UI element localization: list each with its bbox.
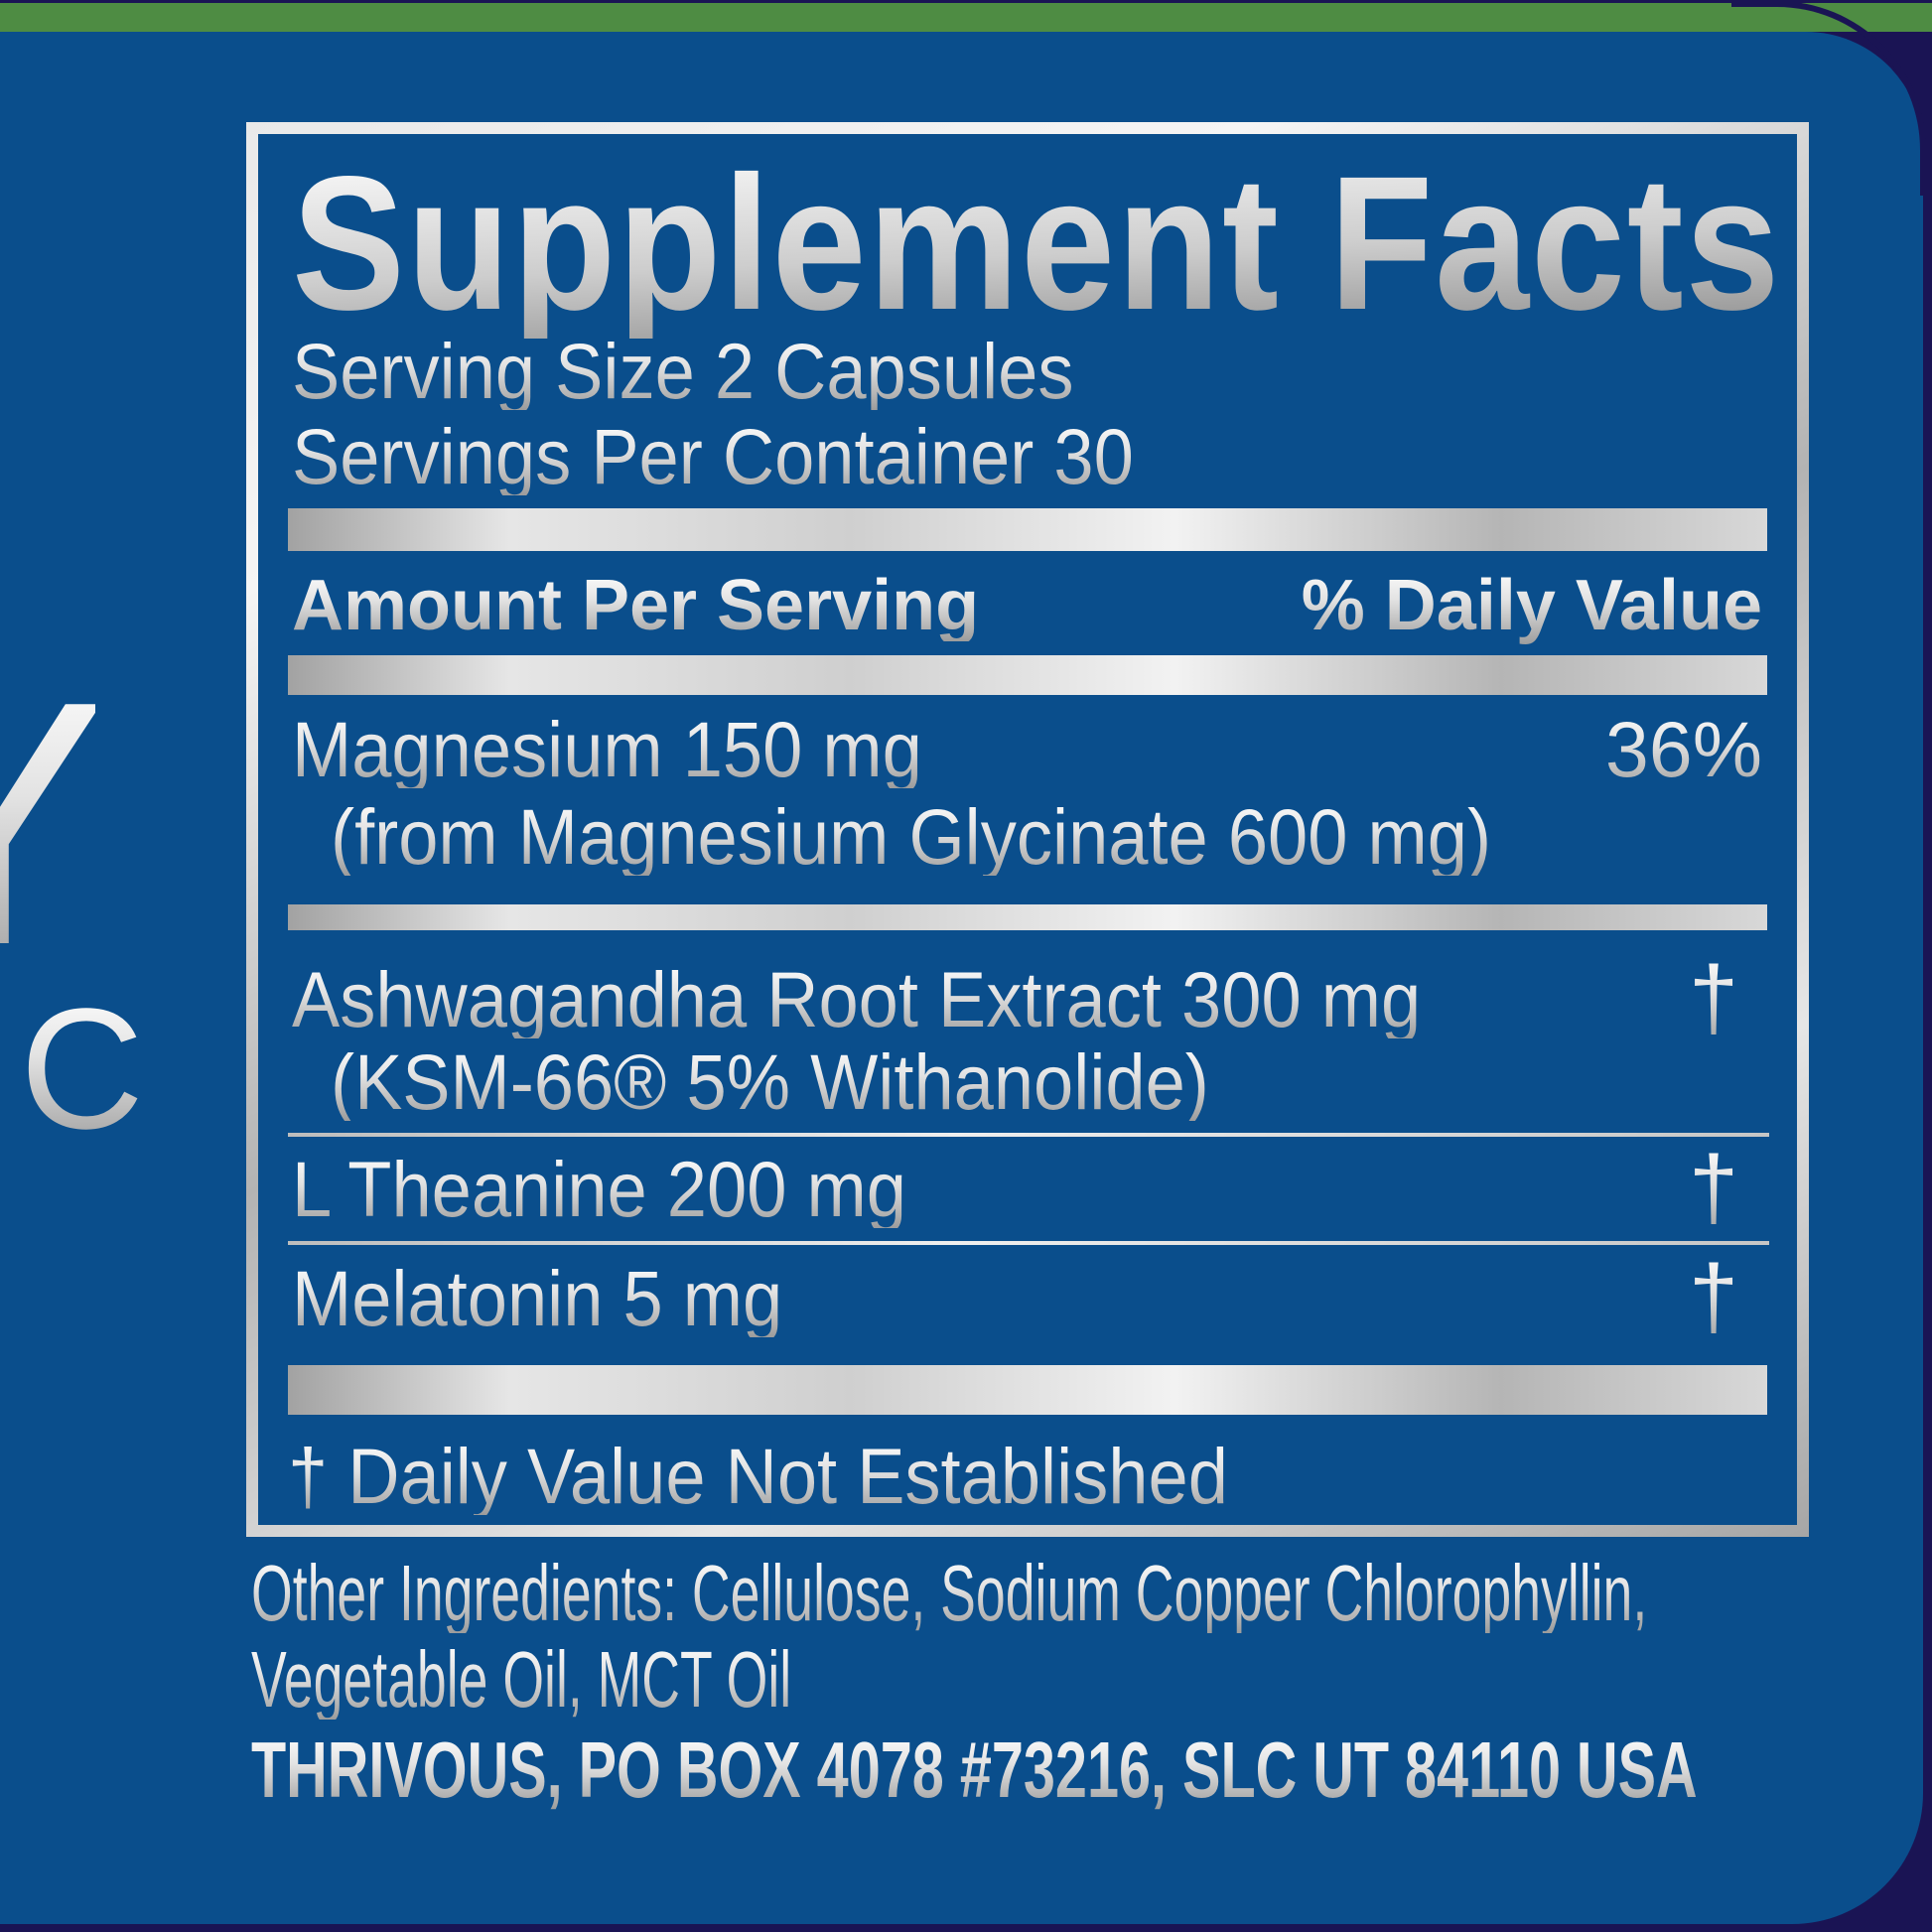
row-theanine-daily-value: † [1688,1139,1739,1238]
row-ashwagandha-daily-value: † [1688,949,1739,1048]
row-melatonin-name: Melatonin 5 mg [292,1254,783,1342]
row-theanine-name: L Theanine 200 mg [292,1145,906,1233]
serving-size-text: Serving Size 2 Capsules [292,327,1074,415]
other-ingredients-line-1: Other Ingredients: Cellulose, Sodium Cop… [251,1549,1648,1637]
supplement-facts-panel [246,122,1809,1537]
divider-bar-thick-bottom [288,1365,1767,1415]
divider-bar-header [288,655,1767,695]
row-magnesium-daily-value: 36% [1604,705,1762,793]
column-header-daily-value-col: % Daily Value [1288,570,1762,641]
fragment-letters-ic: IC [0,983,149,1155]
row-magnesium-dv-col: 36% [1288,710,1762,788]
row-ashwagandha-dv-col: † [1666,954,1761,1043]
column-header-daily-value: % Daily Value [1301,566,1762,645]
divider-bar-thick-top [288,508,1767,551]
divider-rule-2 [288,1241,1769,1245]
divider-rule-1 [288,1133,1769,1137]
top-green-band [0,3,1932,32]
other-ingredients-line-2: Vegetable Oil, MCT Oil [251,1635,792,1724]
row-magnesium-detail: (from Magnesium Glycinate 600 mg) [331,792,1492,881]
left-text-fragment-2: IC [0,983,149,1157]
row-ashwagandha-name: Ashwagandha Root Extract 300 mg [292,955,1422,1043]
row-melatonin-daily-value: † [1688,1248,1739,1347]
divider-bar-mid [288,904,1767,930]
row-ashwagandha-detail: (KSM-66® 5% Withanolide) [331,1037,1209,1126]
fragment-letter-y: Y [0,650,95,968]
column-header-amount: Amount Per Serving [292,566,980,645]
left-text-fragment-1: Y [0,650,95,968]
servings-per-container-text: Servings Per Container 30 [292,412,1134,500]
row-melatonin-dv-col: † [1666,1253,1761,1342]
row-magnesium-name: Magnesium 150 mg [292,705,922,793]
daily-value-footnote: † Daily Value Not Established [288,1432,1228,1520]
supplement-facts-title: Supplement Facts [292,136,1782,349]
supplement-facts-panel-inner [258,134,1797,1525]
manufacturer-address: THRIVOUS, PO BOX 4078 #73216, SLC UT 841… [251,1725,1698,1814]
row-theanine-dv-col: † [1666,1144,1761,1233]
